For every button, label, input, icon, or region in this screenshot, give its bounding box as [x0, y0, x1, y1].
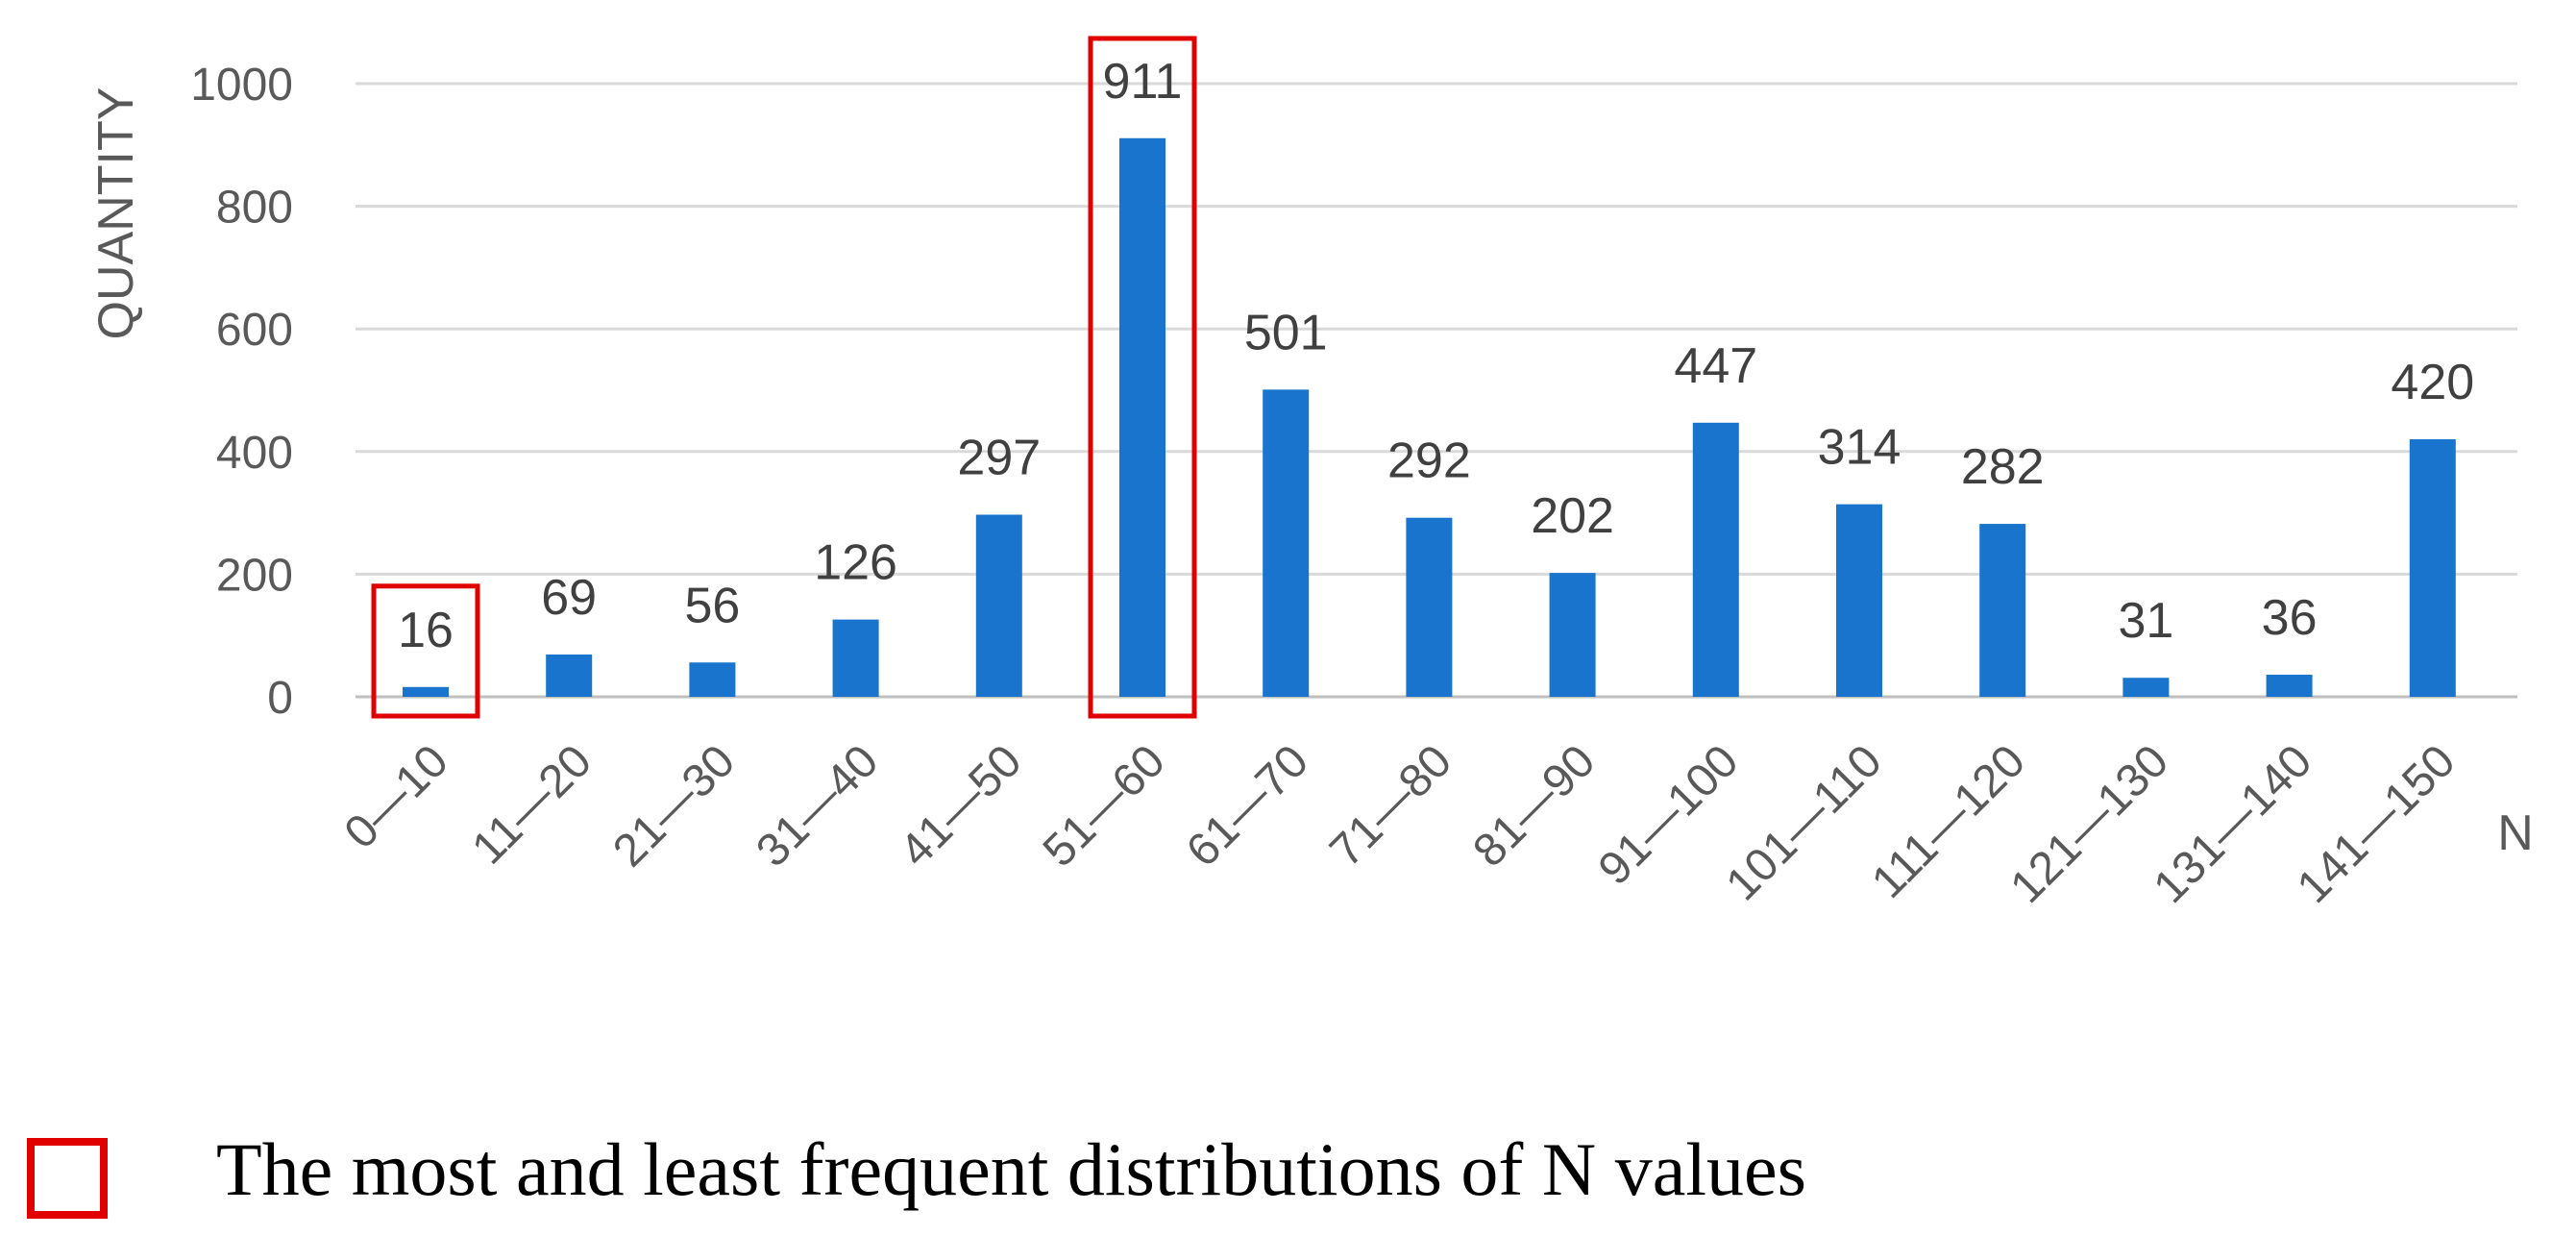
- data-labels: 16 69 56 126 297 911 501 292 202 447 314 282 31 36 420: [398, 54, 2474, 658]
- bar-141—150: [2409, 439, 2456, 697]
- bar-131—140: [2266, 675, 2313, 697]
- data-label-61—70: 501: [1244, 305, 1328, 360]
- bars: [403, 137, 2456, 698]
- data-label-0—10: 16: [398, 603, 454, 658]
- x-tick-label-71—80: 71—80: [1320, 735, 1461, 877]
- bar-41—50: [975, 514, 1022, 697]
- data-label-41—50: 297: [957, 431, 1041, 486]
- y-tick-label-800: 800: [216, 183, 293, 234]
- legend-marker: [27, 1138, 108, 1219]
- data-label-71—80: 292: [1387, 433, 1471, 489]
- bar-71—80: [1406, 517, 1453, 697]
- data-label-51—60: 911: [1103, 54, 1183, 110]
- x-tick-label-101—110: 101—110: [1717, 735, 1892, 910]
- y-tick-label-0: 0: [267, 673, 293, 724]
- bar-21—30: [689, 662, 736, 697]
- y-axis-title: QUANTITY: [88, 87, 144, 340]
- data-label-101—110: 314: [1818, 420, 1901, 476]
- data-label-11—20: 69: [541, 570, 597, 626]
- x-tick-label-0—10: 0—10: [335, 735, 458, 858]
- x-tick-label-21—30: 21—30: [603, 735, 745, 877]
- data-label-81—90: 202: [1531, 488, 1614, 544]
- highlight-box-0—10: [371, 583, 480, 719]
- legend-label: The most and least frequent distribution…: [216, 1127, 1806, 1211]
- bar-31—40: [832, 619, 879, 697]
- data-label-131—140: 36: [2262, 590, 2318, 646]
- x-tick-label-131—140: 131—140: [2145, 735, 2322, 913]
- x-tick-label-51—60: 51—60: [1034, 735, 1175, 877]
- x-tick-label-141—150: 141—150: [2288, 735, 2466, 913]
- x-tick-label-41—50: 41—50: [891, 735, 1032, 877]
- highlight-boxes: [371, 36, 1197, 719]
- x-tick-label-61—70: 61—70: [1177, 735, 1318, 877]
- data-label-121—130: 31: [2118, 593, 2173, 649]
- bar-81—90: [1549, 573, 1596, 697]
- data-label-141—150: 420: [2391, 355, 2474, 410]
- legend: The most and least frequent distribution…: [27, 1127, 1806, 1219]
- data-label-31—40: 126: [814, 535, 897, 591]
- highlight-box-51—60: [1088, 36, 1197, 719]
- y-tick-label-200: 200: [216, 550, 293, 601]
- bar-0—10: [403, 686, 449, 697]
- bar-51—60: [1119, 137, 1165, 698]
- y-axis-tick-labels: 0 200 400 600 800 1000: [190, 60, 293, 724]
- x-tick-label-121—130: 121—130: [2001, 735, 2179, 913]
- x-axis-tick-labels: 0—10 11—20 21—30 31—40 41—50 51—60 61—70 71—80 8…: [335, 735, 2466, 913]
- x-axis-title: N: [2497, 805, 2534, 861]
- data-label-21—30: 56: [684, 578, 740, 633]
- y-tick-label-600: 600: [216, 305, 293, 356]
- data-label-111—120: 282: [1961, 439, 2045, 495]
- bar-61—70: [1263, 389, 1310, 697]
- x-tick-label-31—40: 31—40: [747, 735, 888, 877]
- y-tick-label-1000: 1000: [190, 60, 293, 111]
- bar-111—120: [1979, 524, 2026, 697]
- x-tick-label-11—20: 11—20: [463, 735, 601, 874]
- bar-121—130: [2122, 678, 2170, 697]
- bar-91—100: [1692, 422, 1739, 697]
- bar-11—20: [546, 654, 593, 697]
- y-tick-label-400: 400: [216, 428, 293, 479]
- data-label-91—100: 447: [1674, 338, 1757, 394]
- bar-101—110: [1836, 504, 1882, 697]
- x-tick-label-81—90: 81—90: [1463, 735, 1605, 877]
